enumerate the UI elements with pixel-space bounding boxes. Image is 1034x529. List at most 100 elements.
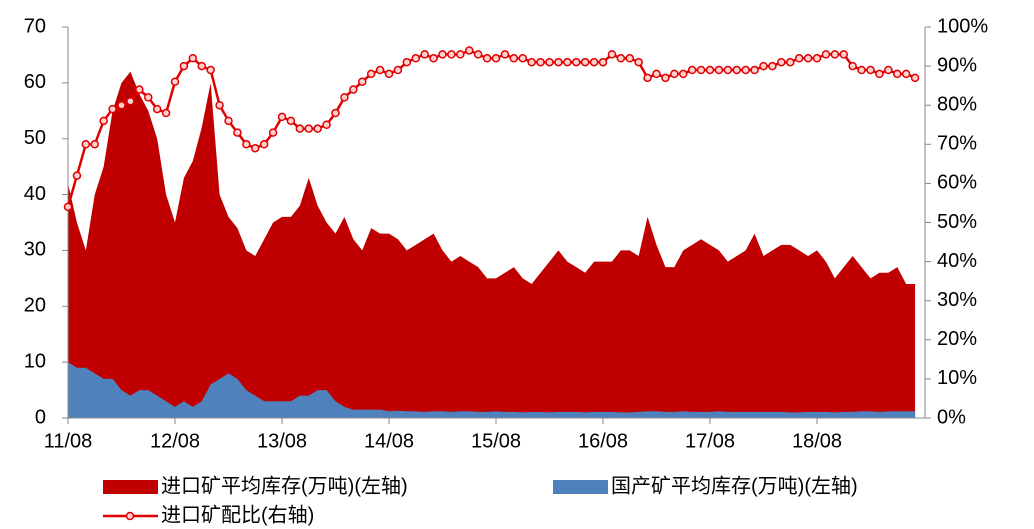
x-tick-label: 11/08 (44, 430, 93, 452)
legend-label: 国产矿平均库存(万吨)(左轴) (611, 474, 858, 497)
marker (687, 65, 697, 75)
marker (251, 143, 260, 153)
marker (759, 61, 768, 71)
x-tick-label: 17/08 (685, 430, 735, 452)
marker (259, 140, 269, 149)
marker (607, 50, 617, 59)
marker (420, 50, 429, 59)
x-tick-label: 15/08 (471, 430, 521, 452)
marker (295, 124, 305, 133)
marker (750, 65, 759, 75)
marker (90, 140, 99, 149)
marker (117, 100, 126, 110)
marker (99, 116, 108, 126)
y2-tick-label: 30% (937, 289, 977, 311)
marker (429, 54, 438, 63)
y2-tick-label: 100% (937, 15, 988, 37)
y2-tick-label: 20% (937, 328, 977, 350)
x-tick-label: 14/08 (364, 430, 414, 452)
marker (206, 65, 215, 75)
marker (652, 69, 661, 79)
marker (554, 57, 563, 67)
marker (518, 54, 527, 63)
y-tick-label: 50 (24, 127, 46, 149)
marker (349, 85, 358, 94)
area (68, 362, 916, 418)
marker (536, 57, 545, 67)
marker (679, 69, 688, 79)
marker (482, 54, 492, 63)
marker (313, 124, 322, 133)
marker (509, 54, 519, 63)
x-tick-label: 18/08 (792, 430, 842, 452)
marker (563, 57, 572, 67)
marker (277, 112, 287, 122)
y2-tick-label: 60% (937, 172, 977, 194)
marker (625, 54, 634, 63)
marker (875, 69, 884, 79)
marker (857, 65, 866, 75)
marker (670, 69, 679, 79)
marker (580, 57, 590, 67)
marker (179, 61, 189, 71)
marker (848, 61, 857, 71)
marker (830, 50, 840, 59)
marker (768, 61, 777, 71)
marker (161, 108, 171, 118)
marker (242, 140, 251, 149)
y2-tick-label: 50% (937, 211, 977, 233)
marker (473, 50, 483, 59)
marker (527, 57, 536, 67)
marker (152, 104, 162, 114)
marker (901, 69, 911, 79)
marker (803, 54, 813, 63)
marker (741, 65, 750, 75)
legend-swatch (553, 480, 608, 494)
marker (812, 54, 822, 63)
marker (126, 97, 135, 106)
y-tick-label: 10 (24, 350, 46, 372)
marker (465, 46, 474, 55)
marker (447, 50, 456, 59)
marker (893, 69, 902, 79)
marker (375, 65, 385, 75)
marker (500, 50, 510, 59)
y2-tick-label: 0% (937, 406, 966, 428)
y2-tick-label: 10% (937, 367, 977, 389)
marker (340, 93, 349, 102)
marker (572, 57, 581, 67)
marker (732, 65, 741, 75)
marker (777, 57, 786, 67)
marker (714, 65, 724, 75)
marker (616, 54, 626, 63)
marker (634, 57, 643, 67)
marker (589, 57, 599, 67)
y2-tick-label: 80% (937, 93, 977, 115)
marker (188, 54, 198, 63)
marker (170, 77, 180, 86)
marker (144, 93, 153, 102)
marker (723, 65, 733, 75)
legend-swatch (103, 480, 158, 494)
y-tick-label: 40 (24, 183, 46, 205)
marker (233, 128, 242, 137)
marker (135, 85, 144, 94)
marker (411, 54, 420, 63)
y-tick-label: 0 (35, 406, 46, 428)
y-tick-label: 20 (24, 295, 46, 317)
marker (821, 50, 831, 59)
marker (304, 124, 313, 133)
marker (108, 104, 117, 114)
marker (598, 57, 608, 67)
y2-tick-label: 40% (937, 250, 977, 272)
marker (438, 50, 447, 59)
y2-tick-label: 90% (937, 54, 977, 76)
marker (402, 57, 412, 67)
marker (215, 100, 224, 110)
marker (322, 120, 331, 129)
marker (866, 65, 875, 75)
marker (696, 65, 706, 75)
marker (358, 77, 367, 86)
marker (705, 65, 715, 75)
x-tick-label: 16/08 (578, 430, 628, 452)
